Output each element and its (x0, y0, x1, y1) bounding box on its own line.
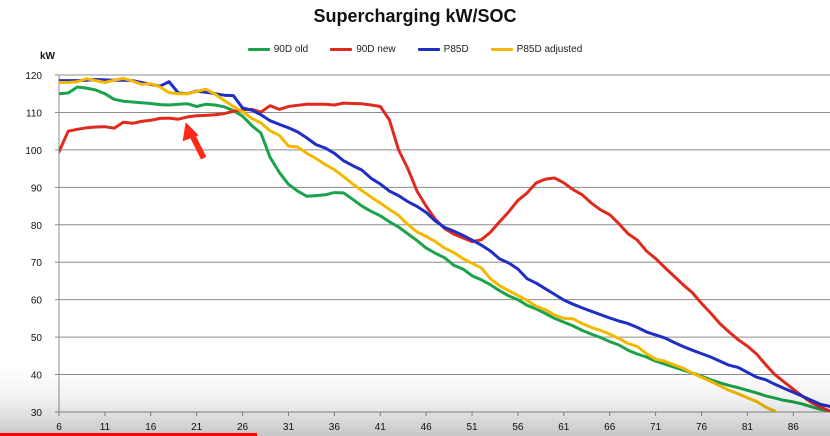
legend-swatch (247, 48, 270, 51)
x-tick-label: 71 (650, 422, 662, 433)
x-tick-label: 36 (329, 422, 341, 433)
y-tick-label: 40 (31, 371, 43, 382)
x-tick-label: 51 (466, 422, 478, 433)
x-tick-label: 21 (191, 422, 203, 433)
legend-swatch (417, 48, 440, 51)
legend-label: 90D old (273, 44, 309, 55)
legend-item: P85D (417, 44, 469, 55)
x-tick-label: 61 (558, 422, 570, 433)
x-tick-label: 26 (237, 422, 249, 433)
x-tick-label: 31 (283, 422, 295, 433)
y-tick-label: 50 (31, 333, 43, 344)
x-tick-label: 16 (145, 422, 157, 433)
x-tick-label: 46 (421, 422, 433, 433)
video-progress-track[interactable] (0, 433, 830, 436)
legend-item: 90D new (330, 44, 396, 55)
y-tick-label: 30 (31, 408, 43, 419)
annotation-arrow (182, 122, 207, 160)
legend-item: P85D adjusted (490, 44, 583, 55)
legend-swatch (490, 48, 513, 51)
legend-label: P85D adjusted (516, 44, 583, 55)
x-tick-label: 41 (375, 422, 387, 433)
x-tick-label: 76 (696, 422, 708, 433)
x-tick-label: 81 (742, 422, 754, 433)
annotation-arrow-head (182, 122, 199, 142)
x-tick-label: 66 (604, 422, 616, 433)
y-tick-label: 120 (25, 71, 42, 82)
legend-label: 90D new (356, 44, 396, 55)
y-tick-label: 80 (31, 221, 43, 232)
x-tick-label: 11 (100, 422, 111, 433)
series-line-p85d (59, 78, 830, 408)
legend: 90D old 90D new P85D P85D adjusted (0, 44, 830, 55)
legend-item: 90D old (247, 44, 309, 55)
x-tick-label: 86 (788, 422, 800, 433)
y-tick-label: 110 (26, 108, 42, 119)
video-progress-fill (0, 433, 258, 436)
x-tick-label: 56 (512, 422, 524, 433)
y-tick-label: 70 (31, 258, 43, 269)
legend-label: P85D (443, 44, 469, 55)
chart-title: Supercharging kW/SOC (313, 6, 517, 26)
annotation-arrow-shaft (188, 132, 207, 160)
y-tick-label: 60 (31, 296, 43, 307)
series-line-p85d-adjusted (59, 76, 777, 412)
y-tick-label: 90 (31, 183, 43, 194)
y-axis-unit-label: kW (40, 51, 55, 62)
legend-swatch (330, 48, 353, 51)
x-tick-label: 6 (56, 422, 62, 433)
y-tick-label: 100 (25, 146, 42, 157)
